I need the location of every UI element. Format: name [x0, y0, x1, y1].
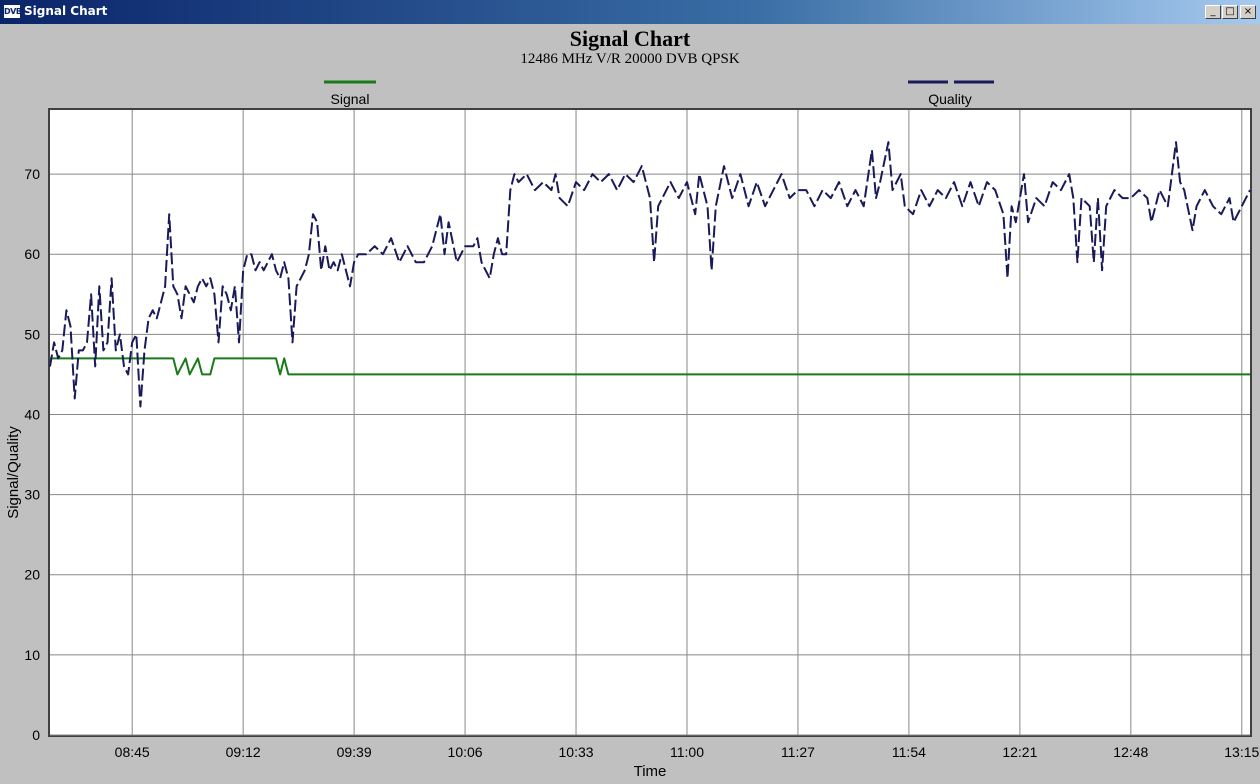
legend-label-signal: Signal	[331, 91, 370, 107]
x-tick-label: 11:00	[670, 744, 704, 760]
x-tick-label: 08:45	[115, 744, 150, 760]
y-tick-label: 10	[24, 647, 40, 663]
x-tick-label: 12:48	[1113, 744, 1148, 760]
x-axis-title: Time	[634, 763, 667, 780]
y-axis-title: Signal/Quality	[5, 426, 22, 519]
window-title: Signal Chart	[24, 4, 108, 18]
chart-subtitle: 12486 MHz V/R 20000 DVB QPSK	[520, 51, 740, 67]
y-tick-label: 30	[24, 487, 40, 503]
maximize-button[interactable]: □	[1222, 5, 1238, 19]
x-tick-label: 11:27	[781, 744, 815, 760]
y-tick-label: 70	[24, 166, 40, 182]
y-tick-label: 40	[24, 406, 40, 422]
series-line-quality	[49, 141, 1251, 408]
chart-title: Signal Chart	[569, 26, 691, 51]
y-tick-label: 60	[24, 246, 40, 262]
x-tick-label: 12:21	[1002, 744, 1037, 760]
series-line-signal	[50, 357, 1250, 376]
x-tick-label: 10:33	[559, 744, 594, 760]
legend-label-quality: Quality	[928, 91, 972, 107]
x-tick-label: 11:54	[892, 744, 926, 760]
window-titlebar[interactable]: DVB Signal Chart _ □ ×	[0, 0, 1260, 24]
minimize-button[interactable]: _	[1205, 5, 1221, 19]
x-tick-label: 09:12	[226, 744, 261, 760]
x-tick-label: 09:39	[337, 744, 372, 760]
y-tick-label: 0	[32, 727, 40, 743]
x-tick-label: 13:15	[1224, 744, 1259, 760]
plot-area	[50, 110, 1250, 735]
close-button[interactable]: ×	[1240, 5, 1256, 19]
x-tick-label: 10:06	[448, 744, 483, 760]
dvb-app-icon: DVB	[4, 5, 22, 18]
y-tick-label: 50	[24, 326, 40, 342]
y-tick-label: 20	[24, 567, 40, 583]
